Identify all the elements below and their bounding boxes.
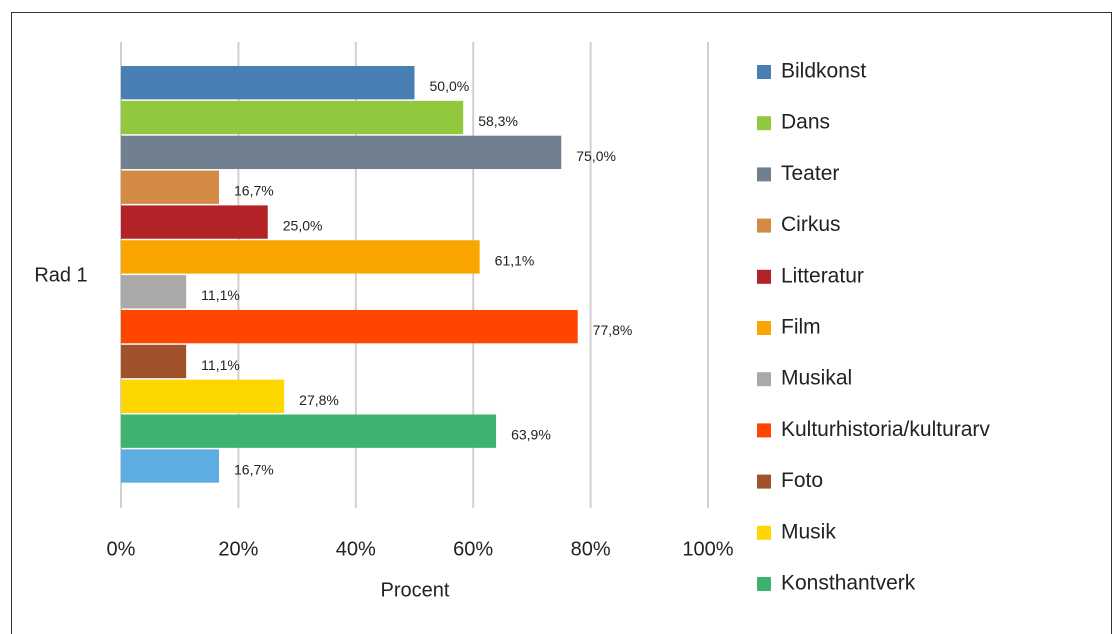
bar <box>121 66 415 100</box>
bar <box>121 414 497 448</box>
x-axis-title: Procent <box>381 579 450 601</box>
legend-label: Konsthantverk <box>781 572 916 595</box>
legend-label: Musik <box>781 520 836 543</box>
legend-swatch <box>757 525 771 540</box>
x-tick-label: 100% <box>682 538 733 560</box>
data-label: 50,0% <box>430 78 470 94</box>
legend-swatch <box>757 218 771 233</box>
x-tick-label: 20% <box>218 538 258 560</box>
legend-swatch <box>757 116 771 131</box>
bar <box>121 309 578 344</box>
data-label: 61,1% <box>495 252 535 268</box>
bar <box>121 170 220 204</box>
data-label: 11,1% <box>201 357 240 373</box>
legend-label: Teater <box>781 162 839 185</box>
data-label: 11,1% <box>201 287 240 303</box>
legend-swatch <box>757 269 771 284</box>
legend-swatch <box>757 474 771 489</box>
data-label: 16,7% <box>234 461 274 477</box>
data-label: 16,7% <box>234 183 274 199</box>
bar <box>121 379 285 413</box>
x-tick-label: 60% <box>453 538 493 560</box>
bar <box>121 449 220 483</box>
x-tick-label: 40% <box>336 538 376 560</box>
category-label: Rad 1 <box>34 264 87 286</box>
legend-label: Bildkonst <box>781 60 866 83</box>
bar <box>121 100 464 135</box>
x-tick-label: 0% <box>107 538 136 560</box>
legend-label: Dans <box>781 111 830 134</box>
legend-swatch <box>757 167 771 182</box>
bar <box>121 344 187 379</box>
legend-swatch <box>757 321 771 335</box>
legend-swatch <box>757 372 771 387</box>
data-label: 25,0% <box>283 218 323 234</box>
legend-label: Cirkus <box>781 213 841 236</box>
bar <box>121 240 480 274</box>
data-label: 75,0% <box>576 148 616 164</box>
legend-swatch <box>757 65 771 79</box>
data-label: 77,8% <box>593 322 633 338</box>
data-label: 63,9% <box>511 427 551 443</box>
bar <box>121 135 562 170</box>
legend-label: Musikal <box>781 367 852 390</box>
bar <box>121 205 268 239</box>
legend-label: Kulturhistoria/kulturarv <box>781 418 990 441</box>
legend-label: Foto <box>781 469 823 492</box>
legend-swatch <box>757 577 771 591</box>
data-label: 27,8% <box>299 392 339 408</box>
bar <box>121 275 187 309</box>
legend-label: Litteratur <box>781 264 864 287</box>
data-label: 58,3% <box>478 113 518 129</box>
legend-label: Film <box>781 316 821 339</box>
legend-swatch <box>757 423 771 438</box>
x-tick-label: 80% <box>571 538 611 560</box>
